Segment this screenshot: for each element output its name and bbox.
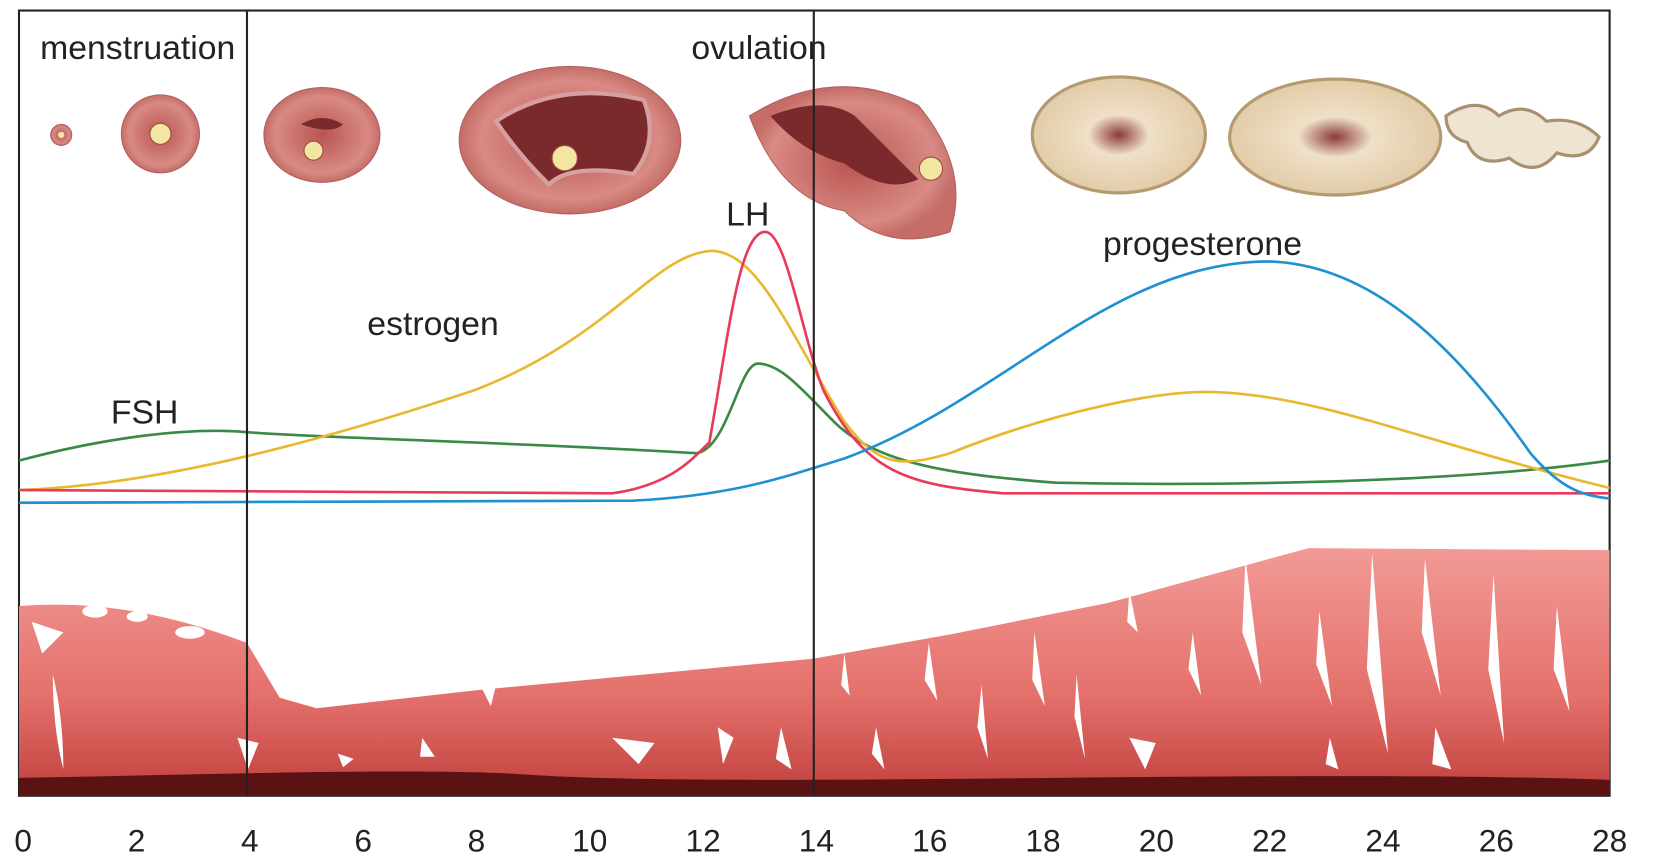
x-tick-label: 20 <box>1139 823 1174 859</box>
hormone-curves <box>18 230 1610 505</box>
x-axis: 0 2 4 6 8 10 12 14 16 18 20 22 24 26 28 <box>14 823 1627 859</box>
hormone-label: estrogen <box>367 305 498 343</box>
x-tick-label: 10 <box>572 823 607 859</box>
x-tick-label: 26 <box>1479 823 1514 859</box>
lh-curve <box>18 230 1610 495</box>
ovary-stages <box>50 65 1601 240</box>
x-tick-label: 22 <box>1252 823 1287 859</box>
x-tick-label: 18 <box>1025 823 1060 859</box>
phase-label: menstruation <box>40 29 235 67</box>
hormone-label: LH <box>726 196 769 234</box>
x-tick-label: 4 <box>241 823 259 859</box>
x-tick-label: 2 <box>128 823 146 859</box>
phase-label: ovulation <box>691 29 826 67</box>
x-tick-label: 0 <box>14 823 32 859</box>
x-tick-label: 16 <box>912 823 947 859</box>
progesterone-curve <box>18 260 1610 505</box>
estrogen-curve <box>18 249 1610 492</box>
x-tick-label: 28 <box>1592 823 1627 859</box>
x-tick-label: 8 <box>468 823 486 859</box>
x-tick-label: 6 <box>354 823 372 859</box>
hormone-label: FSH <box>111 394 179 432</box>
hormone-label: progesterone <box>1103 225 1302 263</box>
x-tick-label: 24 <box>1365 823 1400 859</box>
x-tick-label: 12 <box>685 823 720 859</box>
x-tick-label: 14 <box>799 823 834 859</box>
